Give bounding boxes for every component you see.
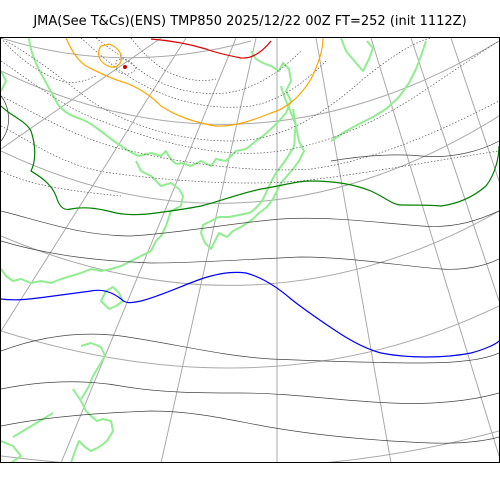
isotherm-dotted-2 [1, 40, 499, 154]
coastline-kurils [330, 40, 427, 142]
coastline-honshu [200, 85, 305, 250]
coastline-korea-east [80, 342, 106, 400]
meridian-7 [370, 38, 499, 457]
isotherm-thin-2 [1, 240, 499, 270]
isotherm-thin-1 [1, 210, 499, 237]
meridian-8 [410, 38, 499, 302]
parallel-3 [1, 210, 499, 286]
parallel-5 [1, 430, 499, 462]
coastline-west-edge [1, 70, 7, 92]
isotherms-dotted [1, 38, 499, 197]
isotherm-blue [1, 271, 499, 358]
isotherm-dotted-8 [130, 38, 217, 81]
weather-map-svg [1, 38, 499, 462]
isotherm-orange-main [65, 38, 324, 127]
isotherm-green [1, 105, 499, 216]
parallel-4 [1, 305, 499, 369]
isotherm-thin-3 [1, 333, 499, 364]
isotherm-orange-closed [97, 43, 122, 68]
coastline-islet-chain [12, 412, 54, 438]
meridian-3 [60, 38, 237, 462]
coastline-korea-south [70, 388, 114, 462]
isotherms-thin [1, 95, 499, 444]
isotherm-dotted-4 [1, 125, 499, 184]
map-title: JMA(See T&Cs)(ENS) TMP850 2025/12/22 00Z… [33, 14, 467, 29]
coastline-island-a [100, 286, 124, 310]
meridian-1 [1, 38, 162, 150]
lat-lon-grid [1, 38, 499, 462]
coastline-mainland [28, 38, 292, 167]
parallel-1 [1, 40, 499, 125]
isotherm-dotted-9 [1, 170, 122, 197]
meridian-9 [450, 38, 499, 182]
isotherm-dotted-3 [1, 95, 499, 171]
isotherm-dotted-1 [5, 38, 432, 142]
parallel-2 [1, 115, 499, 204]
isotherm-dotted-closed [115, 58, 137, 75]
isotherm-thin-6 [330, 140, 499, 162]
meridian-6 [315, 38, 392, 462]
isotherm-red [150, 38, 272, 59]
isotherm-dotted-5 [80, 38, 327, 108]
coastlines [1, 38, 427, 462]
parallel-0 [1, 38, 252, 59]
map-panel [0, 37, 500, 463]
isotherm-thin-4 [1, 381, 499, 404]
coastline-peninsula [1, 160, 184, 284]
isotherm-thin-7 [1, 95, 9, 142]
isotherm-dotted-7 [1, 38, 97, 83]
low-pressure-marker [123, 65, 127, 69]
coastline-kyushu-west [1, 440, 22, 462]
isotherm-thin-5 [1, 410, 499, 444]
coastline-north-island [340, 38, 374, 72]
isotherm-dotted-6 [95, 38, 302, 94]
meridian-4 [160, 38, 257, 462]
